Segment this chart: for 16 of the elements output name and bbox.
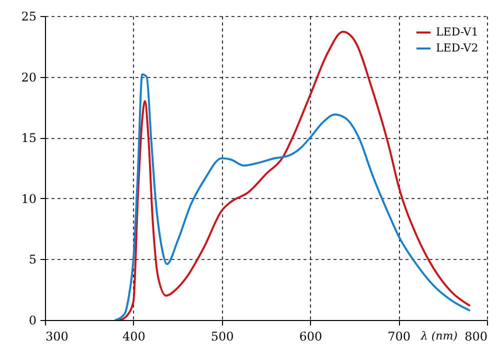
line-series bbox=[114, 73, 470, 320]
x-tick-label: 800 bbox=[464, 330, 488, 344]
y-tick-label: 20 bbox=[21, 70, 36, 84]
y-tick-label: 5 bbox=[28, 252, 36, 267]
x-tick-label: 700 bbox=[388, 330, 411, 344]
x-tick-label: 600 bbox=[299, 330, 322, 344]
legend-label: LED-V1 bbox=[436, 26, 478, 38]
x-tick-label: 400 bbox=[122, 330, 146, 344]
y-tick-label: 10 bbox=[21, 192, 36, 206]
y-tick-label: 25 bbox=[21, 10, 36, 24]
y-tick-label: 15 bbox=[21, 131, 36, 146]
x-axis-title: λ (nm) bbox=[420, 330, 458, 342]
x-tick-label: 500 bbox=[210, 330, 234, 344]
x-tick-label: 300 bbox=[46, 330, 68, 344]
legend-label: LED-V2 bbox=[436, 42, 478, 54]
y-tick-label: 0 bbox=[28, 314, 36, 328]
